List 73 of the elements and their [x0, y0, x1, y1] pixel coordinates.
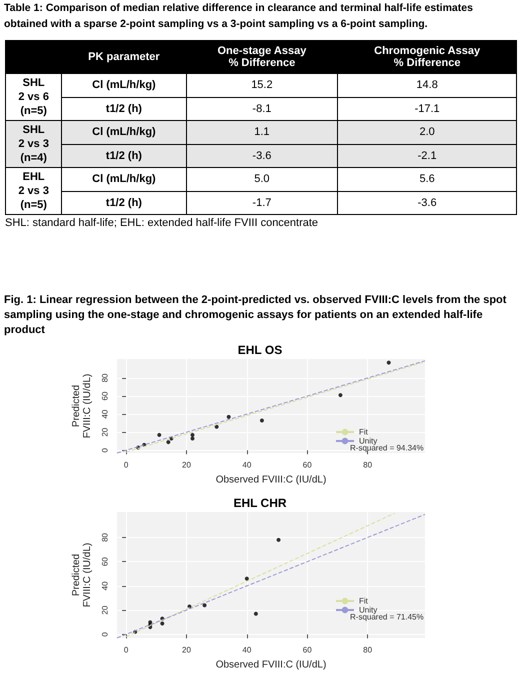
text: 15.2: [251, 79, 273, 92]
point: [226, 414, 231, 419]
text: Cl (mL/h/kg): [92, 173, 156, 186]
legend-label: Fit: [359, 428, 369, 436]
point: [166, 440, 170, 444]
text: EHL 2 vs 3 (n=5): [18, 171, 49, 211]
point: [260, 418, 264, 422]
x-axis-title: Observed FVIII:C (IU/dL): [216, 474, 326, 486]
text: t1/2 (h): [106, 150, 142, 162]
y-tick-label: 40: [100, 409, 110, 419]
text: 1.1: [254, 126, 270, 138]
text: 14.8: [416, 79, 438, 92]
point: [202, 603, 207, 608]
text: Table 1: Comparison of median relative difference in clearance and terminal half-life estimates obtained with a sparse 2-point sampling vs a 3-point sampling vs a 6-point sampling.: [3, 1, 474, 32]
point: [190, 432, 194, 437]
text: -3.6: [418, 196, 437, 209]
x-tick-label: 0: [124, 646, 129, 654]
x-tick-label: 20: [182, 460, 192, 470]
chart-title: EHL CHR: [233, 496, 287, 510]
y-tick-label: 0: [100, 448, 110, 453]
chart-title: EHL OS: [238, 343, 282, 357]
text: -2.1: [418, 150, 437, 162]
legend-label: Unity: [359, 436, 378, 446]
y-tick-label: 80: [100, 532, 110, 542]
text: SHL: standard half-life; EHL: extended half-life FVIII concentrate: [5, 217, 320, 229]
text: SHL 2 vs 3 (n=4): [18, 124, 49, 164]
x-axis-title: Observed FVIII:C (IU/dL): [216, 660, 326, 670]
y-tick-label: 40: [100, 580, 110, 590]
x-tick-label: 80: [363, 460, 373, 470]
annotation: R-squared = 94.34%: [350, 444, 424, 452]
chart-subtitle: Fig. 1: Linear regression between the 2-point-predicted vs. observed FVIII:C levels from the spot sampling using the one-stage and chromogenic assays for patients on an extended half-life product: [3, 293, 508, 338]
category-label: Chromogenic Assay % Difference: [338, 40, 516, 74]
text: -17.1: [414, 102, 440, 115]
text: 5.0: [254, 173, 270, 186]
x-tick-label: 60: [302, 646, 312, 654]
y-axis-title: Predicted FVIII:C (IU/dL): [71, 374, 94, 438]
x-tick-label: 0: [124, 460, 129, 470]
y-tick-label: 20: [100, 605, 110, 615]
point: [244, 576, 249, 581]
text: t1/2 (h): [106, 102, 142, 115]
x-tick-label: 80: [363, 646, 373, 654]
point: [276, 538, 281, 542]
point: [386, 360, 391, 365]
point: [190, 436, 194, 441]
y-tick-label: 60: [100, 391, 110, 401]
text: 5.6: [419, 173, 435, 186]
legend-label: Fit: [359, 596, 369, 606]
text: t1/2 (h): [106, 196, 142, 209]
y-tick-label: 60: [100, 556, 110, 566]
x-tick-label: 60: [302, 460, 312, 470]
annotation: R-squared = 71.45%: [350, 612, 424, 622]
x-tick-label: 40: [242, 646, 252, 654]
category-label: One-stage Assay % Difference: [186, 40, 338, 74]
legend-label: Unity: [359, 606, 378, 614]
y-tick-label: 0: [100, 632, 110, 637]
text: -3.6: [252, 150, 272, 162]
text: Cl (mL/h/kg): [92, 126, 156, 138]
text: SHL 2 vs 6 (n=5): [18, 77, 49, 117]
y-tick-label: 80: [100, 372, 110, 382]
point: [254, 612, 258, 616]
y-tick-label: 20: [100, 427, 110, 437]
x-tick-label: 40: [242, 460, 252, 470]
category-label: PK parameter: [62, 40, 186, 74]
x-tick-label: 20: [182, 646, 192, 654]
point: [160, 621, 164, 626]
point: [338, 393, 342, 398]
point: [214, 424, 219, 429]
text: -1.7: [252, 196, 272, 209]
point: [157, 432, 162, 437]
text: Cl (mL/h/kg): [92, 79, 156, 92]
text: -8.1: [252, 102, 272, 115]
text: 2.0: [419, 126, 435, 138]
y-axis-title: Predicted FVIII:C (IU/dL): [71, 542, 94, 608]
